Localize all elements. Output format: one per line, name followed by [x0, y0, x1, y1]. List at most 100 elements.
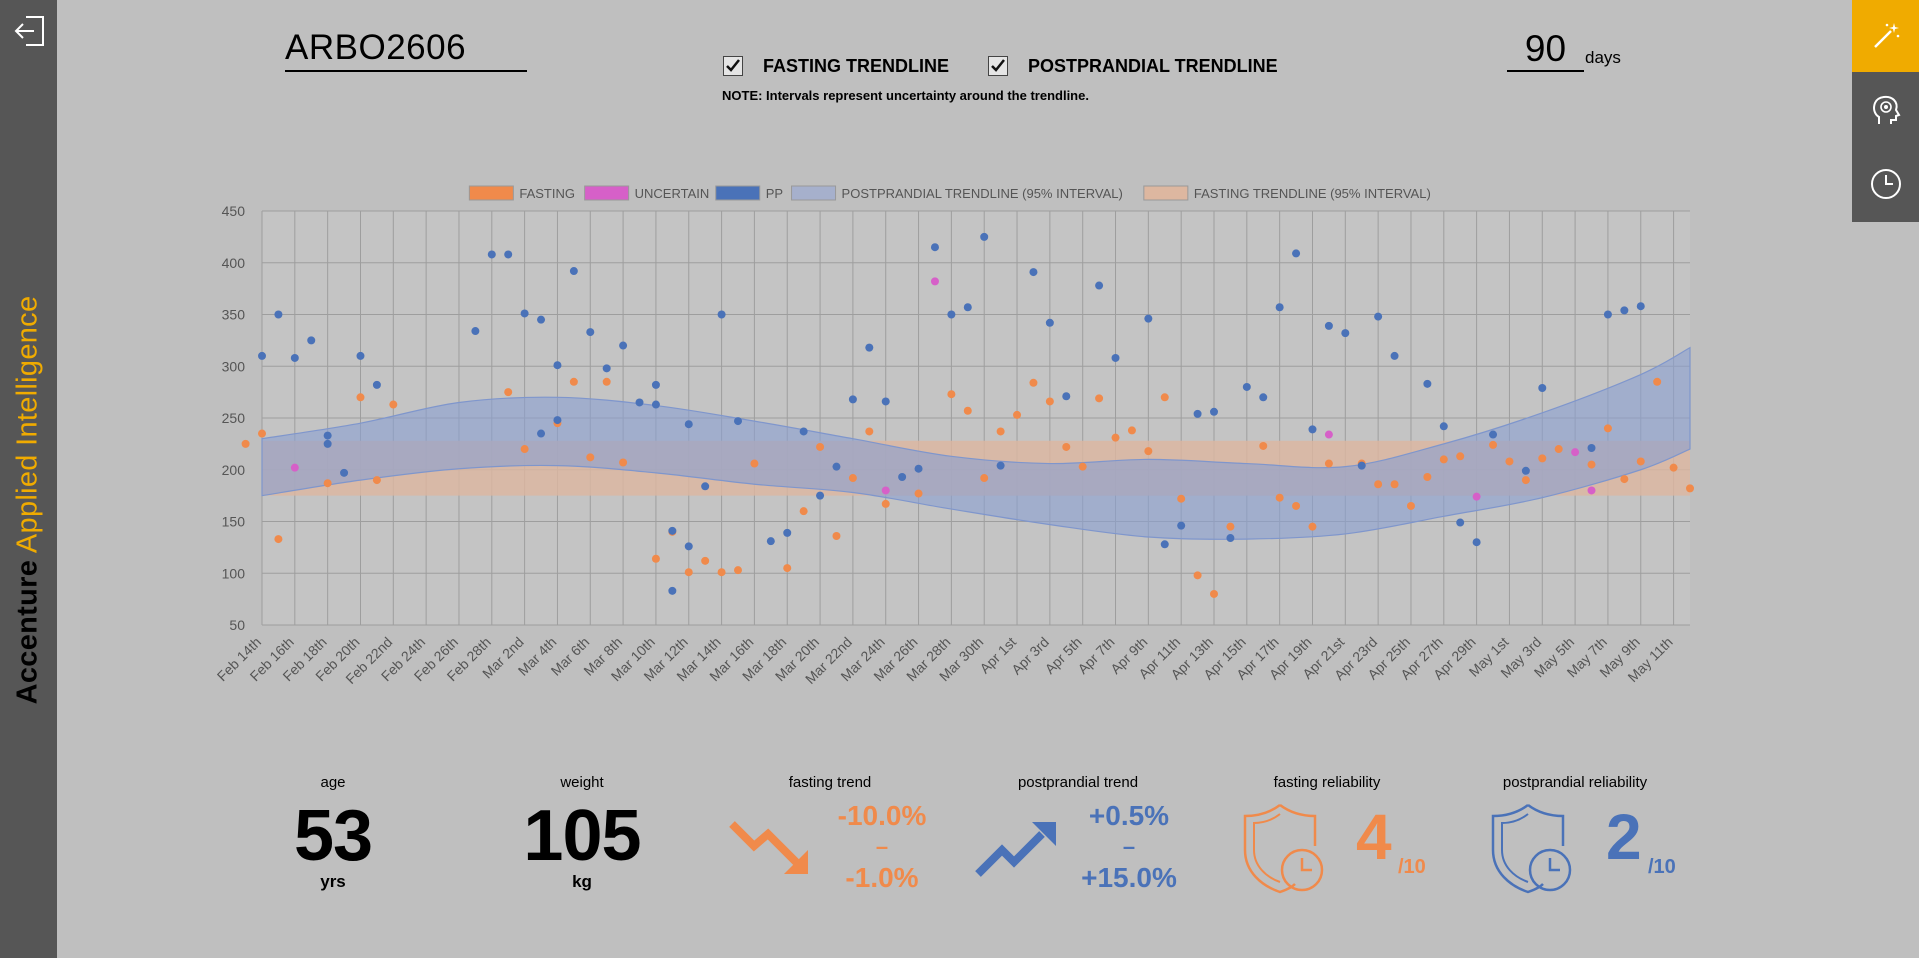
pp-point [1489, 430, 1498, 439]
pp-point [717, 310, 726, 319]
pp-point [487, 250, 496, 259]
postprandial-reliability-value: 2 [1606, 801, 1642, 873]
y-tick-label: 300 [222, 358, 246, 374]
fasting-point [865, 427, 874, 436]
pp-point [1242, 382, 1251, 391]
pp-point [1521, 466, 1530, 475]
legend-swatch [715, 185, 761, 201]
days-input[interactable]: 90 [1507, 28, 1584, 72]
fasting-point [602, 377, 611, 386]
pp-point [1324, 321, 1333, 330]
pp-point [537, 315, 546, 324]
magic-wand-button[interactable] [1852, 0, 1919, 72]
pp-point [898, 472, 907, 481]
y-tick-label: 450 [222, 203, 246, 219]
y-tick-label: 200 [222, 462, 246, 478]
fasting-trend-high: -1.0% [845, 862, 919, 893]
y-tick-label: 350 [222, 307, 246, 323]
pp-point [1259, 393, 1268, 402]
pp-point [1308, 425, 1317, 434]
pp-point [1045, 318, 1054, 327]
legend-label: UNCERTAIN [635, 186, 710, 201]
fasting-point [651, 554, 660, 563]
pp-point [684, 542, 693, 551]
fasting-point [1095, 394, 1104, 403]
pp-point [1226, 534, 1235, 543]
pp-point [668, 526, 677, 535]
fasting-point [1160, 393, 1169, 402]
fasting-point [1653, 377, 1662, 386]
fasting-point [1439, 455, 1448, 464]
pp-point [1603, 310, 1612, 319]
fasting-trend-dash: – [875, 834, 889, 859]
age-value: 53 [293, 796, 373, 876]
fasting-trendline-label[interactable]: FASTING TRENDLINE [763, 56, 950, 76]
fasting-point [1587, 460, 1596, 469]
pp-point [553, 416, 562, 425]
back-button[interactable] [12, 14, 46, 48]
postprandial-trend-low: +0.5% [1088, 800, 1170, 831]
fasting-point [356, 393, 365, 402]
pp-point [586, 328, 595, 337]
legend-swatch [791, 185, 837, 201]
pp-point [323, 431, 332, 440]
days-unit-label: days [1585, 48, 1621, 67]
postprandial-reliability-denominator: /10 [1648, 856, 1676, 878]
pp-point [766, 537, 775, 546]
fasting-point [783, 564, 792, 573]
history-button[interactable] [1852, 148, 1919, 220]
checkmark-icon [991, 59, 1005, 72]
fasting-point [914, 489, 923, 498]
pp-point [323, 439, 332, 448]
postprandial-trend-high: +15.0% [1081, 862, 1177, 893]
uncertain-point [1324, 430, 1333, 439]
pp-point [356, 351, 365, 360]
fasting-point [1554, 445, 1563, 454]
pp-point [553, 361, 562, 370]
fasting-point [947, 390, 956, 399]
pp-point [734, 417, 742, 426]
fasting-point [586, 453, 595, 462]
pp-point [816, 491, 825, 500]
pp-point [635, 398, 644, 407]
pp-point [947, 310, 956, 319]
pp-point [1538, 383, 1547, 392]
postprandial-trend-dash: – [1122, 834, 1136, 859]
postprandial-trendline-label[interactable]: POSTPRANDIAL TRENDLINE [1028, 56, 1278, 76]
fasting-point [1636, 457, 1645, 466]
pp-point [1275, 303, 1284, 312]
pp-point [1341, 329, 1350, 338]
pp-point [848, 395, 857, 404]
fasting-point [1538, 454, 1547, 463]
fasting-point [701, 556, 710, 565]
weight-value: 105 [523, 796, 641, 876]
pp-point [258, 351, 266, 360]
postprandial-reliability-label: postprandial reliability [1502, 774, 1648, 791]
y-tick-label: 50 [229, 617, 245, 633]
head-profile-button[interactable] [1852, 74, 1919, 146]
shield-clock-icon [1491, 803, 1572, 894]
fasting-point [520, 445, 529, 454]
pp-point [1095, 281, 1104, 290]
weight-unit: kg [572, 872, 592, 891]
pp-point [520, 309, 529, 318]
fasting-trend-label: fasting trend [788, 774, 872, 791]
patient-id-field[interactable]: ARBO2606 [285, 28, 527, 72]
fasting-point [996, 427, 1005, 436]
head-profile-icon [1872, 95, 1900, 124]
checkmark-icon [726, 59, 740, 72]
uncertain-point [1587, 486, 1596, 495]
fasting-point [1013, 410, 1022, 419]
x-tick-label: Apr 3rd [1008, 634, 1052, 678]
pp-point [290, 353, 299, 362]
fasting-point [832, 531, 841, 540]
fasting-trendline-checkbox[interactable] [723, 56, 743, 76]
fasting-point [1275, 493, 1284, 502]
pp-point [1439, 422, 1448, 431]
pp-point [783, 528, 792, 537]
clock-icon [1870, 169, 1901, 199]
fasting-point [389, 400, 398, 409]
pp-point [865, 343, 874, 352]
postprandial-trendline-checkbox[interactable] [988, 56, 1008, 76]
legend-label: PP [766, 186, 783, 201]
